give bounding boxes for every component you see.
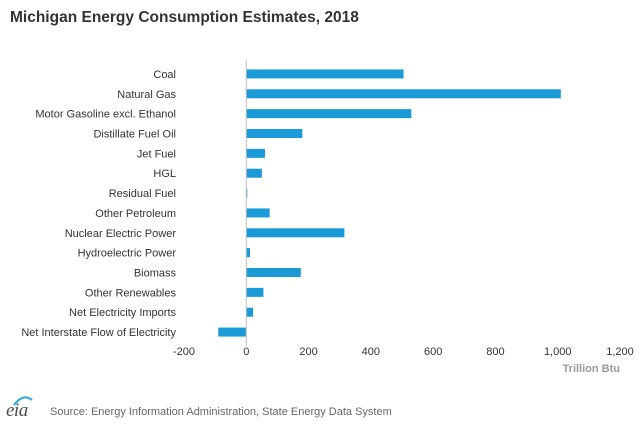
x-axis-label: Trillion Btu xyxy=(563,363,620,375)
category-label: Other Renewables xyxy=(85,287,177,299)
category-label: Net Electricity Imports xyxy=(69,307,176,319)
x-tick-label: 800 xyxy=(486,346,504,358)
category-label: Residual Fuel xyxy=(109,188,176,200)
source-text: Source: Energy Information Administratio… xyxy=(50,406,392,418)
x-tick-label: 1,200 xyxy=(606,346,634,358)
category-label: HGL xyxy=(153,168,176,180)
eia-logo-text: eia xyxy=(6,400,28,421)
x-tick-label: 600 xyxy=(424,346,442,358)
bar xyxy=(246,148,265,158)
x-tick-label: 1,000 xyxy=(544,346,572,358)
bar-chart: Coal Natural Gas Motor Gasoline excl. Etha… xyxy=(21,60,634,375)
x-tick-label: 400 xyxy=(362,346,380,358)
bar xyxy=(246,307,254,317)
category-label: Biomass xyxy=(134,268,177,280)
x-tick-label: 0 xyxy=(243,346,249,358)
bars xyxy=(218,69,561,337)
x-tick-label: 200 xyxy=(299,346,317,358)
category-label: Coal xyxy=(153,69,176,81)
bar xyxy=(246,129,303,138)
bar xyxy=(246,228,345,238)
category-label: Jet Fuel xyxy=(137,148,176,160)
category-label: Net Interstate Flow of Electricity xyxy=(21,327,176,339)
footer: eia Source: Energy Information Administr… xyxy=(6,396,392,424)
category-label: Distillate Fuel Oil xyxy=(93,129,176,141)
category-label: Nuclear Electric Power xyxy=(65,228,177,240)
bar xyxy=(246,268,301,277)
x-tick-labels: -200 0 200 400 600 800 1,000 1,200 xyxy=(173,346,634,358)
category-label: Other Petroleum xyxy=(95,208,176,220)
category-label: Natural Gas xyxy=(117,89,176,101)
category-labels: Coal Natural Gas Motor Gasoline excl. Etha… xyxy=(21,69,176,339)
chart-title: Michigan Energy Consumption Estimates, 2… xyxy=(10,9,359,26)
bar xyxy=(246,89,561,99)
bar xyxy=(246,168,262,178)
logo-arc-icon xyxy=(13,396,33,406)
bar xyxy=(246,208,270,218)
bar xyxy=(246,109,412,119)
category-label: Hydroelectric Power xyxy=(78,248,177,260)
eia-logo: eia xyxy=(6,396,40,424)
bar xyxy=(246,248,251,258)
bar xyxy=(246,287,264,297)
bar xyxy=(218,327,247,337)
category-label: Motor Gasoline excl. Ethanol xyxy=(35,109,176,121)
bar xyxy=(246,69,404,79)
x-tick-label: -200 xyxy=(173,346,195,358)
